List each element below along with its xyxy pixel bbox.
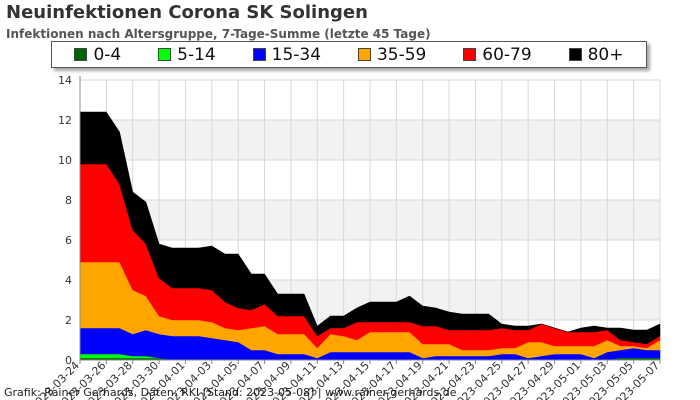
legend-label: 15-34 <box>271 44 322 65</box>
source-credit: Grafik: Rainer Gerhards, Daten: RKI (Sta… <box>4 386 457 399</box>
y-tick-label: 8 <box>65 194 72 207</box>
legend-swatch <box>74 48 88 61</box>
y-tick-label: 2 <box>65 314 72 327</box>
legend-item-15-34: 15-34 <box>252 44 322 65</box>
y-tick-label: 14 <box>58 74 72 87</box>
y-tick-label: 4 <box>65 274 72 287</box>
y-tick-label: 6 <box>65 234 72 247</box>
legend-item-5-14: 5-14 <box>158 45 216 65</box>
legend-swatch <box>357 48 371 61</box>
legend-label: 5-14 <box>177 44 216 65</box>
legend-label: 35-59 <box>376 44 427 65</box>
legend-swatch <box>158 48 172 61</box>
legend-label: 80+ <box>587 44 624 65</box>
legend-item-0-4: 0-4 <box>74 45 121 65</box>
y-tick-label: 12 <box>58 114 72 127</box>
area-series-80+ <box>79 111 661 345</box>
y-tick-label: 0 <box>65 354 72 367</box>
chart-subtitle: Infektionen nach Altersgruppe, 7-Tage-Su… <box>6 27 431 41</box>
legend-item-60-79: 60-79 <box>463 44 532 65</box>
legend-label: 60-79 <box>482 44 532 65</box>
legend-swatch <box>568 48 582 61</box>
chart-legend: 0-4 5-14 15-34 35-59 60-79 80+ <box>51 41 647 68</box>
legend-label: 0-4 <box>93 44 122 65</box>
legend-item-80+: 80+ <box>568 44 624 65</box>
legend-swatch <box>252 48 266 61</box>
y-tick-label: 10 <box>58 154 72 167</box>
legend-swatch <box>463 48 477 61</box>
legend-item-35-59: 35-59 <box>357 44 427 65</box>
chart-title: Neuinfektionen Corona SK Solingen <box>6 2 368 23</box>
